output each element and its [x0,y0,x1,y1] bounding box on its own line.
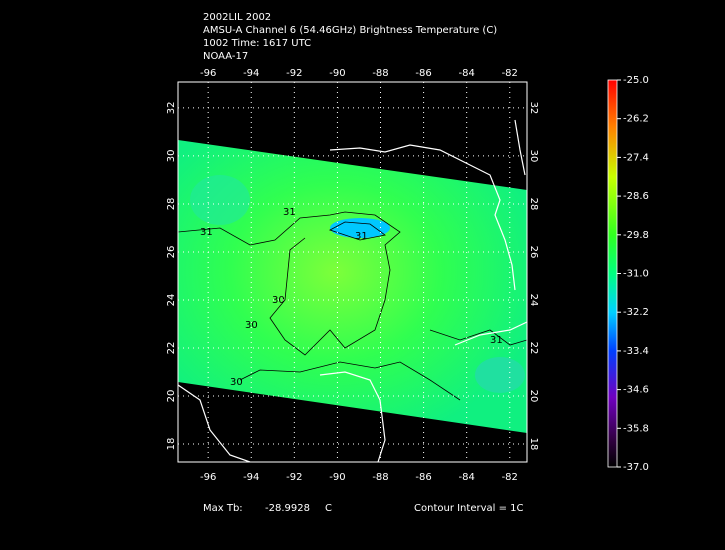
x-tick-label: -88 [372,472,388,483]
x-tick-label: -84 [459,68,475,79]
x-tick-label: -88 [372,68,388,79]
x-tick-label: -92 [286,68,302,79]
header-line: 1002 Time: 1617 UTC [203,38,311,49]
y-tick-label: 20 [166,390,177,403]
colorbar-label: -34.6 [623,385,649,396]
y-tick-label: 24 [166,294,177,307]
x-tick-label: -92 [286,472,302,483]
x-tick-label: -82 [502,472,518,483]
y-tick-label: 26 [166,246,177,259]
contours [178,211,527,401]
x-tick-label: -86 [415,472,431,483]
map-area: 31 31 30 30 31 31 30 [178,82,527,462]
x-tick-label: -86 [415,68,431,79]
colorbar-label: -37.0 [623,462,649,473]
colorbar-label: -25.0 [623,75,649,86]
y-tick-label: 30 [166,150,177,163]
y-tick-label: 24 [528,294,539,307]
x-tick-label: -90 [329,472,345,483]
x-tick-label: -82 [502,68,518,79]
y-tick-label: 32 [528,102,539,115]
y-tick-label: 18 [528,438,539,451]
footer-unit: C [325,503,332,514]
x-tick-label: -94 [243,68,259,79]
cold-spot [190,175,250,225]
y-tick-label: 22 [166,342,177,355]
header-line: NOAA-17 [203,51,248,62]
contour-label: 30 [245,320,258,331]
footer-label: Max Tb: [203,503,243,514]
y-tick-label: 20 [528,390,539,403]
y-tick-label: 28 [528,198,539,211]
footer-contour: Contour Interval = 1C [414,503,524,514]
y-tick-label: 22 [528,342,539,355]
y-tick-label: 28 [166,198,177,211]
y-tick-label: 32 [166,102,177,115]
contour-label: 31 [283,207,296,218]
cold-spot [475,357,525,393]
colorbar-label: -33.4 [623,346,649,357]
colorbar-label: -32.2 [623,307,649,318]
contour-label: 31 [355,231,368,242]
header-line: AMSU-A Channel 6 (54.46GHz) Brightness T… [203,25,497,36]
cold-spot [330,218,390,238]
y-tick-label: 26 [528,246,539,259]
contour-label: 31 [200,227,213,238]
x-tick-label: -90 [329,68,345,79]
footer-value: -28.9928 [265,503,310,514]
map-frame [177,81,528,463]
contour-label: 31 [490,335,503,346]
contour-label: 30 [272,295,285,306]
colorbar-label: -26.2 [623,114,649,125]
colorbar-label: -35.8 [623,423,649,434]
colorbar-label: -31.0 [623,269,649,280]
x-tick-label: -84 [459,472,475,483]
x-tick-label: -96 [200,68,216,79]
swath [178,140,527,433]
colorbar [607,79,618,468]
x-tick-label: -94 [243,472,259,483]
colorbar-label: -27.4 [623,152,649,163]
colorbar-label: -29.8 [623,230,649,241]
y-tick-label: 18 [166,438,177,451]
y-tick-label: 30 [528,150,539,163]
colorbar-label: -28.6 [623,191,649,202]
header-line: 2002LIL 2002 [203,12,271,23]
contour-label: 30 [230,377,243,388]
x-tick-label: -96 [200,472,216,483]
